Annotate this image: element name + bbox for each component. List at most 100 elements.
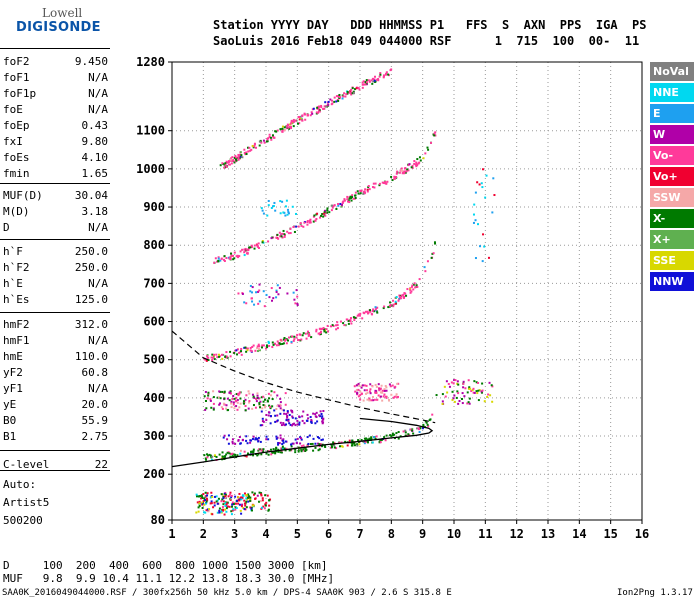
param-name: C-level: [3, 458, 50, 471]
echo-point: [231, 440, 234, 443]
echo-point: [204, 458, 207, 461]
echo-point: [223, 434, 226, 437]
echo-point: [250, 350, 253, 353]
echo-point: [244, 153, 247, 156]
echo-point: [457, 392, 460, 395]
echo-point: [355, 87, 358, 90]
echo-point: [229, 491, 232, 494]
echo-point: [205, 359, 208, 362]
echo-point: [235, 255, 238, 258]
echo-point: [299, 442, 302, 445]
echo-point: [290, 409, 293, 412]
echo-point: [326, 207, 329, 210]
param-name: fmin: [3, 167, 30, 180]
echo-point: [227, 408, 230, 411]
echo-point: [383, 393, 386, 396]
echo-point: [480, 391, 483, 394]
echo-point: [225, 507, 228, 510]
param-value: 110.0: [74, 350, 108, 363]
echo-point: [291, 411, 294, 414]
echo-point: [207, 510, 210, 513]
echo-point: [378, 182, 381, 185]
echo-point: [383, 388, 386, 391]
echo-point: [277, 237, 280, 240]
echo-point: [291, 415, 294, 418]
echo-point: [258, 491, 261, 494]
echo-point: [364, 191, 367, 194]
echo-point: [365, 389, 368, 392]
echo-point: [204, 499, 207, 502]
echo-point: [350, 196, 353, 199]
echo-point: [279, 212, 282, 215]
echo-point: [411, 284, 414, 287]
echo-point: [411, 166, 414, 169]
echo-point: [272, 204, 275, 207]
echo-point: [250, 297, 253, 300]
echo-point: [323, 330, 326, 333]
echo-point: [258, 144, 261, 147]
echo-point: [247, 390, 250, 393]
echo-point: [204, 457, 207, 460]
echo-point: [229, 158, 232, 161]
echo-point: [251, 246, 254, 249]
echo-point: [347, 322, 350, 325]
echo-point: [231, 509, 234, 512]
echo-point: [356, 444, 359, 447]
echo-point: [289, 125, 292, 128]
echo-point: [434, 242, 437, 245]
echo-point: [365, 392, 368, 395]
echo-point: [286, 414, 289, 417]
echo-point: [392, 396, 395, 399]
echo-point: [256, 454, 259, 457]
echo-point: [305, 337, 308, 340]
echo-point: [366, 391, 369, 394]
echo-point: [366, 81, 369, 84]
echo-point: [349, 90, 352, 93]
param-separator: [0, 239, 110, 240]
echo-point: [218, 453, 221, 456]
echo-point: [370, 436, 373, 439]
echo-point: [250, 148, 253, 151]
echo-point: [230, 252, 233, 255]
muf-row: MUF 9.8 9.9 10.4 11.1 12.2 13.8 18.3 30.…: [3, 572, 335, 585]
echo-point: [251, 291, 254, 294]
echo-point: [220, 500, 223, 503]
echo-point: [224, 162, 227, 165]
echo-point: [410, 285, 413, 288]
echo-point: [291, 442, 294, 445]
echo-point: [293, 422, 296, 425]
echo-point: [294, 119, 297, 122]
echo-point: [358, 384, 361, 387]
echo-point: [257, 436, 260, 439]
echo-point: [393, 395, 396, 398]
param-separator: [0, 312, 110, 313]
echo-point: [382, 76, 385, 79]
echo-point: [200, 494, 203, 497]
echo-point: [483, 245, 486, 248]
echo-point: [360, 386, 363, 389]
echo-point: [229, 498, 232, 501]
echo-point: [270, 138, 273, 141]
echo-point: [360, 392, 363, 395]
param-name: yF2: [3, 366, 23, 379]
echo-point: [212, 396, 215, 399]
echo-point: [221, 505, 224, 508]
echo-point: [322, 418, 325, 421]
echo-point: [249, 284, 252, 287]
y-tick-label: 700: [143, 276, 165, 290]
echo-point: [353, 385, 356, 388]
echo-point: [370, 437, 373, 440]
echo-point: [245, 350, 248, 353]
echo-point: [474, 257, 477, 260]
echo-point: [237, 154, 240, 157]
echo-point: [404, 429, 407, 432]
auto-label: Auto:: [3, 478, 37, 491]
echo-point: [367, 185, 370, 188]
echo-point: [233, 453, 236, 456]
echo-point: [342, 322, 345, 325]
echo-point: [231, 501, 234, 504]
param-row-fxi: fxI 9.80: [3, 135, 108, 151]
echo-point: [228, 493, 231, 496]
param-row-yf2: yF2 60.8: [3, 366, 108, 382]
echo-point: [368, 390, 371, 393]
